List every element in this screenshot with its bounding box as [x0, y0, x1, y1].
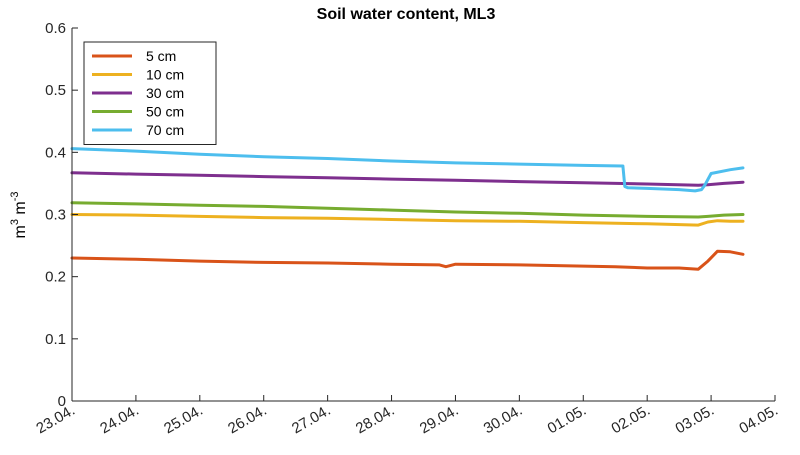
x-tick-label: 26.04.	[225, 402, 270, 438]
y-tick-label: 0.6	[45, 20, 66, 37]
legend-label-10-cm: 10 cm	[146, 67, 184, 83]
y-tick-label: 0.5	[45, 82, 66, 99]
x-tick-label: 29.04.	[417, 402, 462, 438]
y-tick-label: 0.2	[45, 269, 66, 286]
y-axis-label-base: m	[12, 225, 29, 238]
x-tick-label: 01.05.	[545, 402, 590, 438]
series-line-70-cm	[70, 147, 745, 193]
x-tick-label: 23.04.	[33, 402, 78, 438]
y-axis-label-exp1: 3	[9, 219, 21, 225]
series-line-50-cm	[70, 201, 745, 219]
y-tick-label: 0.1	[45, 331, 66, 348]
legend: 5 cm 10 cm 30 cm 50 cm 70 cm	[83, 41, 217, 145]
series-line-5-cm	[70, 249, 745, 271]
x-tick-label: 25.04.	[161, 402, 206, 438]
x-tick-label: 28.04.	[353, 402, 398, 438]
legend-label-30-cm: 30 cm	[146, 85, 184, 101]
legend-label-70-cm: 70 cm	[146, 122, 184, 138]
x-tick-label: 30.04.	[481, 402, 526, 438]
y-tick-label: 0.4	[45, 144, 66, 161]
legend-label-5-cm: 5 cm	[146, 48, 176, 64]
y-tick-label: 0.3	[45, 207, 66, 224]
y-axis-label-mid: m	[12, 201, 29, 219]
y-tick-label: 0	[58, 393, 66, 410]
series-line-30-cm	[70, 171, 745, 187]
plot-area	[70, 147, 745, 271]
x-tick-label: 03.05.	[672, 402, 717, 438]
series-line-10-cm	[70, 213, 745, 227]
x-tick-label: 04.05.	[736, 402, 781, 438]
y-axis-label: m3 m-3	[9, 191, 29, 238]
y-axis-label-exp2: -3	[9, 191, 21, 201]
x-tick-label: 27.04.	[289, 402, 334, 438]
x-tick-label: 24.04.	[97, 402, 142, 438]
x-tick-label: 02.05.	[609, 402, 654, 438]
chart-title: Soil water content, ML3	[317, 6, 496, 23]
legend-label-50-cm: 50 cm	[146, 104, 184, 120]
